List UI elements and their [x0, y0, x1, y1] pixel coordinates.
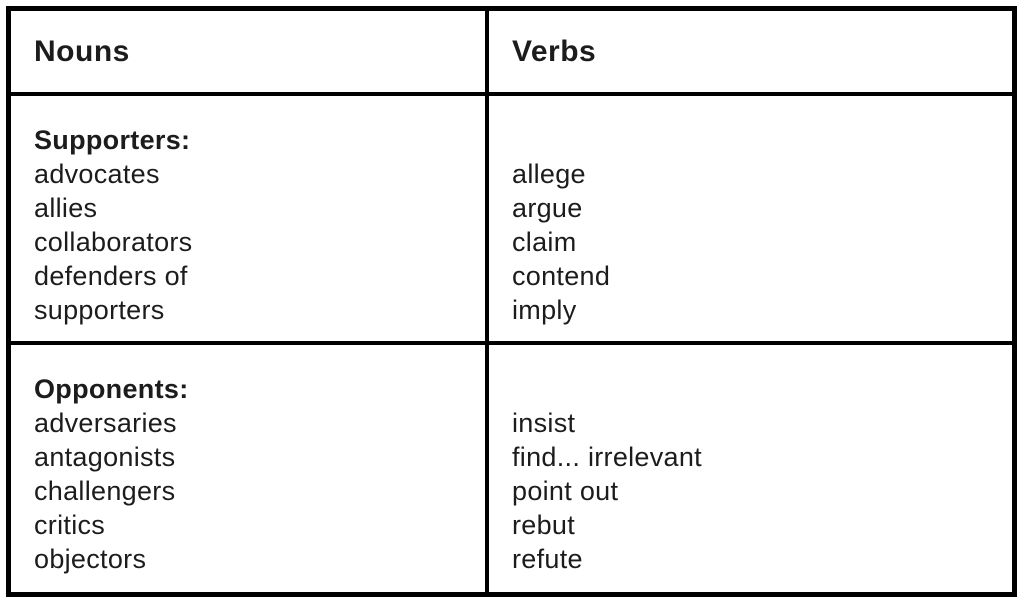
group-label-supporters: Supporters: — [34, 125, 191, 155]
spacer-line — [512, 123, 1002, 157]
verb-item: refute — [512, 544, 583, 574]
verb-item: claim — [512, 227, 577, 257]
noun-item: adversaries — [34, 408, 177, 438]
header-cell-nouns: Nouns — [11, 11, 489, 96]
noun-item: defenders of — [34, 261, 188, 291]
noun-item: challengers — [34, 476, 176, 506]
noun-item: objectors — [34, 544, 147, 574]
group-label-opponents: Opponents: — [34, 374, 189, 404]
noun-item: collaborators — [34, 227, 193, 257]
noun-item: critics — [34, 510, 106, 540]
verbs-cell-opponents: insist find... irrelevant point out rebu… — [489, 345, 1012, 592]
nouns-cell-supporters: Supporters: advocates allies collaborato… — [11, 96, 489, 345]
verb-item: insist — [512, 408, 576, 438]
spacer-line — [512, 372, 1002, 406]
header-cell-verbs: Verbs — [489, 11, 1012, 96]
column-header-nouns: Nouns — [34, 34, 130, 68]
verb-item: allege — [512, 159, 586, 189]
verb-item: imply — [512, 295, 577, 325]
noun-item: allies — [34, 193, 98, 223]
noun-item: antagonists — [34, 442, 176, 472]
vocabulary-table: Nouns Verbs Supporters: advocates allies… — [6, 6, 1017, 597]
noun-item: supporters — [34, 295, 165, 325]
verbs-cell-supporters: allege argue claim contend imply — [489, 96, 1012, 345]
verb-item: rebut — [512, 510, 576, 540]
verb-item: argue — [512, 193, 583, 223]
verb-item: contend — [512, 261, 611, 291]
noun-item: advocates — [34, 159, 160, 189]
column-header-verbs: Verbs — [512, 34, 597, 68]
nouns-cell-opponents: Opponents: adversaries antagonists chall… — [11, 345, 489, 592]
verb-item: find... irrelevant — [512, 442, 702, 472]
verb-item: point out — [512, 476, 619, 506]
